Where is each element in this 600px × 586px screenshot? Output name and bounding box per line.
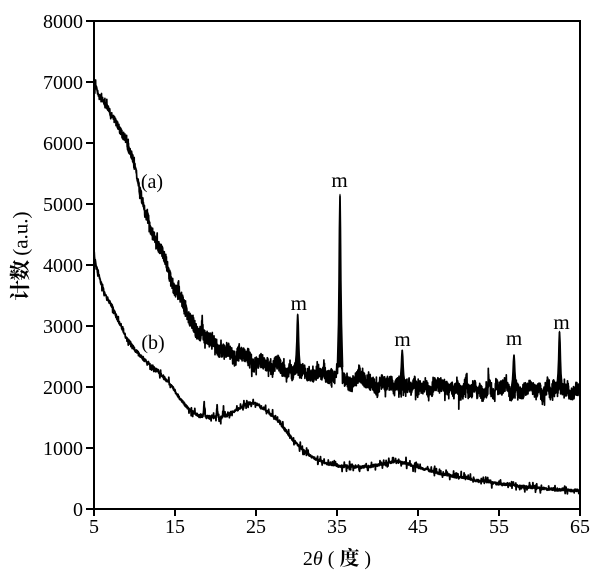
svg-text:(a): (a) (141, 171, 163, 193)
svg-text:m: m (553, 310, 569, 334)
svg-text:5: 5 (89, 516, 99, 538)
svg-text:m: m (331, 168, 347, 192)
svg-text:(: ( (328, 548, 335, 570)
svg-text:65: 65 (570, 516, 590, 538)
svg-text:35: 35 (327, 516, 347, 538)
svg-text:45: 45 (408, 516, 428, 538)
svg-text:0: 0 (73, 499, 83, 521)
svg-text:15: 15 (165, 516, 185, 538)
svg-text:2000: 2000 (43, 377, 83, 399)
svg-text:55: 55 (489, 516, 509, 538)
svg-text:): ) (364, 548, 371, 570)
svg-text:m: m (291, 291, 307, 315)
svg-text:θ: θ (313, 548, 323, 570)
svg-text:5000: 5000 (43, 194, 83, 216)
svg-text:6000: 6000 (43, 133, 83, 155)
svg-text:m: m (506, 326, 522, 350)
svg-text:2: 2 (303, 548, 313, 570)
svg-text:8000: 8000 (43, 11, 83, 33)
svg-text:1000: 1000 (43, 438, 83, 460)
svg-text:25: 25 (246, 516, 266, 538)
svg-text:3000: 3000 (43, 316, 83, 338)
svg-text:(b): (b) (141, 332, 164, 354)
svg-text:(a.u.): (a.u.) (9, 211, 33, 255)
svg-text:7000: 7000 (43, 72, 83, 94)
svg-text:m: m (394, 327, 410, 351)
svg-text:4000: 4000 (43, 255, 83, 277)
